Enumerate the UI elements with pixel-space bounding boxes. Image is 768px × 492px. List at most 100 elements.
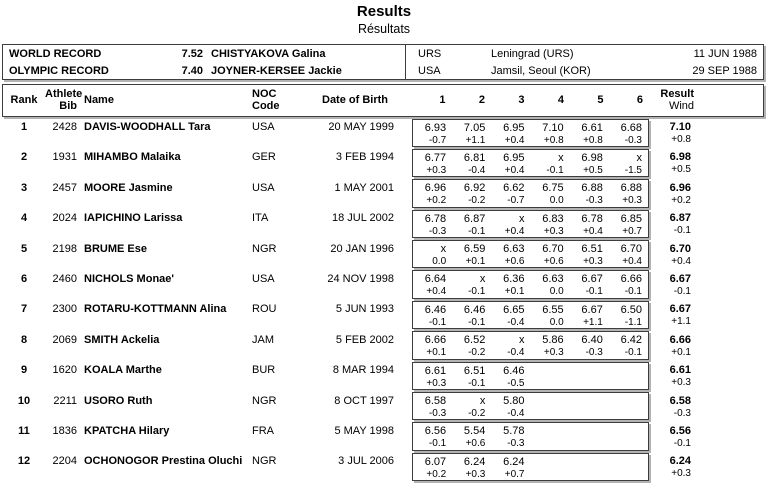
athlete-name-cell: MOORE Jasmine [84, 181, 173, 194]
attempt-wind [609, 469, 642, 480]
date-of-birth-cell: 8 OCT 1997 [334, 394, 394, 407]
attempt-6-cell [609, 363, 648, 389]
attempt-wind [570, 378, 603, 389]
attempts-box: 6.66 +0.1 6.52 -0.2 x -0.4 5.86 +0.3 6.4… [412, 331, 649, 360]
attempt-wind: -0.1 [428, 438, 447, 450]
attempt-wind: -1.5 [624, 164, 642, 176]
attempt-wind [531, 378, 564, 389]
record-date: 29 SEP 1988 [692, 64, 757, 77]
attempts-box: 6.96 +0.2 6.92 -0.2 6.62 -0.7 6.75 0.0 6… [412, 179, 649, 208]
attempt-2-cell: 6.59 +0.1 [452, 241, 491, 267]
attempt-3-cell: 6.95 +0.4 [491, 120, 530, 146]
result-cell: 6.96 +0.2 [649, 179, 697, 209]
attempt-mark: 6.59 [463, 243, 486, 256]
attempt-5-cell: 6.67 -0.1 [570, 271, 609, 297]
attempt-wind [570, 408, 603, 419]
records-divider [405, 45, 406, 79]
result-row: 2 1931 MIHAMBO Malaika GER 3 FEB 1994 6.… [3, 148, 763, 178]
attempt-mark: x [519, 334, 525, 347]
result-row: 8 2069 SMITH Ackelia JAM 5 FEB 2002 6.66… [3, 331, 763, 361]
attempt-2-cell: 6.24 +0.3 [452, 454, 491, 480]
athlete-name-cell: NICHOLS Monae' [84, 272, 175, 285]
result-cell: 6.56 -0.1 [649, 422, 697, 452]
attempt-1-cell: 6.96 +0.2 [413, 180, 452, 206]
result-header-line2: Wind [668, 99, 694, 112]
attempt-mark: 6.67 [581, 273, 603, 286]
result-wind: +1.1 [671, 316, 691, 328]
attempt-1-cell: x 0.0 [413, 241, 452, 267]
result-row: 3 2457 MOORE Jasmine USA 1 MAY 2001 6.96… [3, 179, 763, 209]
attempts-box: 6.93 -0.7 7.05 +1.1 6.95 +0.4 7.10 +0.8 … [412, 118, 649, 147]
attempt-4-cell: 6.63 0.0 [531, 271, 570, 297]
attempt-wind: +0.8 [583, 134, 603, 146]
result-wind: +0.3 [671, 468, 691, 480]
row-spacer [398, 118, 412, 148]
page-title: Results [356, 3, 412, 20]
attempt-mark: 6.78 [581, 212, 603, 225]
attempts-box: 6.78 -0.3 6.87 -0.1 x +0.4 6.83 +0.3 6.7… [412, 209, 649, 239]
bib-cell: 2300 [52, 303, 77, 316]
result-mark: 6.61 [669, 364, 691, 377]
attempt-mark: 6.24 [503, 455, 525, 468]
row-spacer [398, 300, 412, 330]
attempt-3-cell: 6.63 +0.6 [491, 241, 530, 267]
attempt-mark: 6.67 [581, 303, 603, 316]
attempt-wind: +0.1 [504, 286, 525, 298]
attempt-wind: -0.7 [507, 195, 525, 207]
result-wind: +0.8 [671, 134, 691, 145]
attempt-mark: 6.78 [424, 212, 447, 225]
bib-cell: 1836 [52, 424, 77, 437]
attempt-3-cell: 5.80 -0.4 [491, 393, 530, 419]
result-mark: 6.67 [669, 272, 691, 285]
attempt-mark: 6.98 [581, 151, 603, 164]
attempt-mark: 6.85 [620, 212, 642, 225]
result-mark: 6.56 [669, 424, 691, 437]
attempt-4-cell: 5.86 +0.3 [531, 332, 570, 358]
attempt-wind: -0.1 [624, 347, 642, 359]
attempt-wind: +0.1 [426, 347, 447, 359]
rank-cell: 3 [20, 181, 28, 194]
attempt-wind [531, 438, 564, 449]
attempt-6-cell: 6.70 +0.4 [609, 241, 648, 267]
attempt-5-cell: 6.51 +0.3 [570, 241, 609, 267]
rank-cell: 6 [20, 272, 28, 285]
attempt-wind: -0.4 [507, 408, 525, 420]
attempt-wind: +0.4 [504, 164, 525, 176]
record-date: 11 JUN 1988 [693, 47, 757, 60]
attempt-wind: -0.1 [585, 286, 603, 298]
athlete-name-cell: OCHONOGOR Prestina Oluchi [84, 455, 243, 468]
attempt-wind: +0.1 [465, 256, 486, 268]
record-mark: 7.52 [181, 47, 203, 60]
attempt-wind: -0.1 [624, 286, 642, 298]
attempt-wind: -0.2 [468, 408, 486, 420]
attempt-mark: 6.81 [463, 151, 486, 164]
attempt-3-cell: 6.62 -0.7 [491, 180, 530, 206]
attempt-wind [609, 438, 642, 449]
attempt-2-cell: 5.54 +0.6 [452, 423, 491, 449]
attempt-mark [531, 423, 564, 438]
attempt-wind: +0.6 [504, 256, 525, 268]
records-box: WORLD RECORD 7.52 CHISTYAKOVA Galina URS… [2, 44, 764, 80]
row-spacer [398, 270, 412, 300]
attempt-wind: +0.5 [583, 164, 603, 176]
noc-code-cell: USA [252, 272, 275, 285]
attempts-box: 6.64 +0.4 x -0.1 6.36 +0.1 6.63 0.0 6.67… [412, 270, 649, 299]
attempt-wind: +0.8 [543, 134, 564, 146]
attempts-box: 6.61 +0.3 6.51 -0.1 6.46 -0.5 [412, 361, 649, 391]
olympic-record-row: OLYMPIC RECORD 7.40 JOYNER-KERSEE Jackie… [3, 64, 763, 78]
attempt-1-cell: 6.64 +0.4 [413, 271, 452, 297]
attempt-6-cell [609, 454, 648, 480]
attempt-wind: +0.4 [622, 256, 642, 268]
attempt-mark [609, 454, 642, 469]
noc-code-cell: USA [252, 181, 275, 194]
result-cell: 6.58 -0.3 [649, 392, 697, 422]
attempt-4-cell [531, 423, 570, 449]
row-spacer [398, 148, 412, 178]
result-row: 10 2211 USORO Ruth NGR 8 OCT 1997 6.58 -… [3, 392, 763, 422]
result-wind: -0.3 [673, 407, 691, 419]
date-of-birth-cell: 5 MAY 1998 [334, 424, 394, 437]
row-spacer [398, 240, 412, 270]
attempt-5-cell: 6.78 +0.4 [570, 211, 609, 237]
date-of-birth-cell: 5 FEB 2002 [335, 333, 394, 346]
